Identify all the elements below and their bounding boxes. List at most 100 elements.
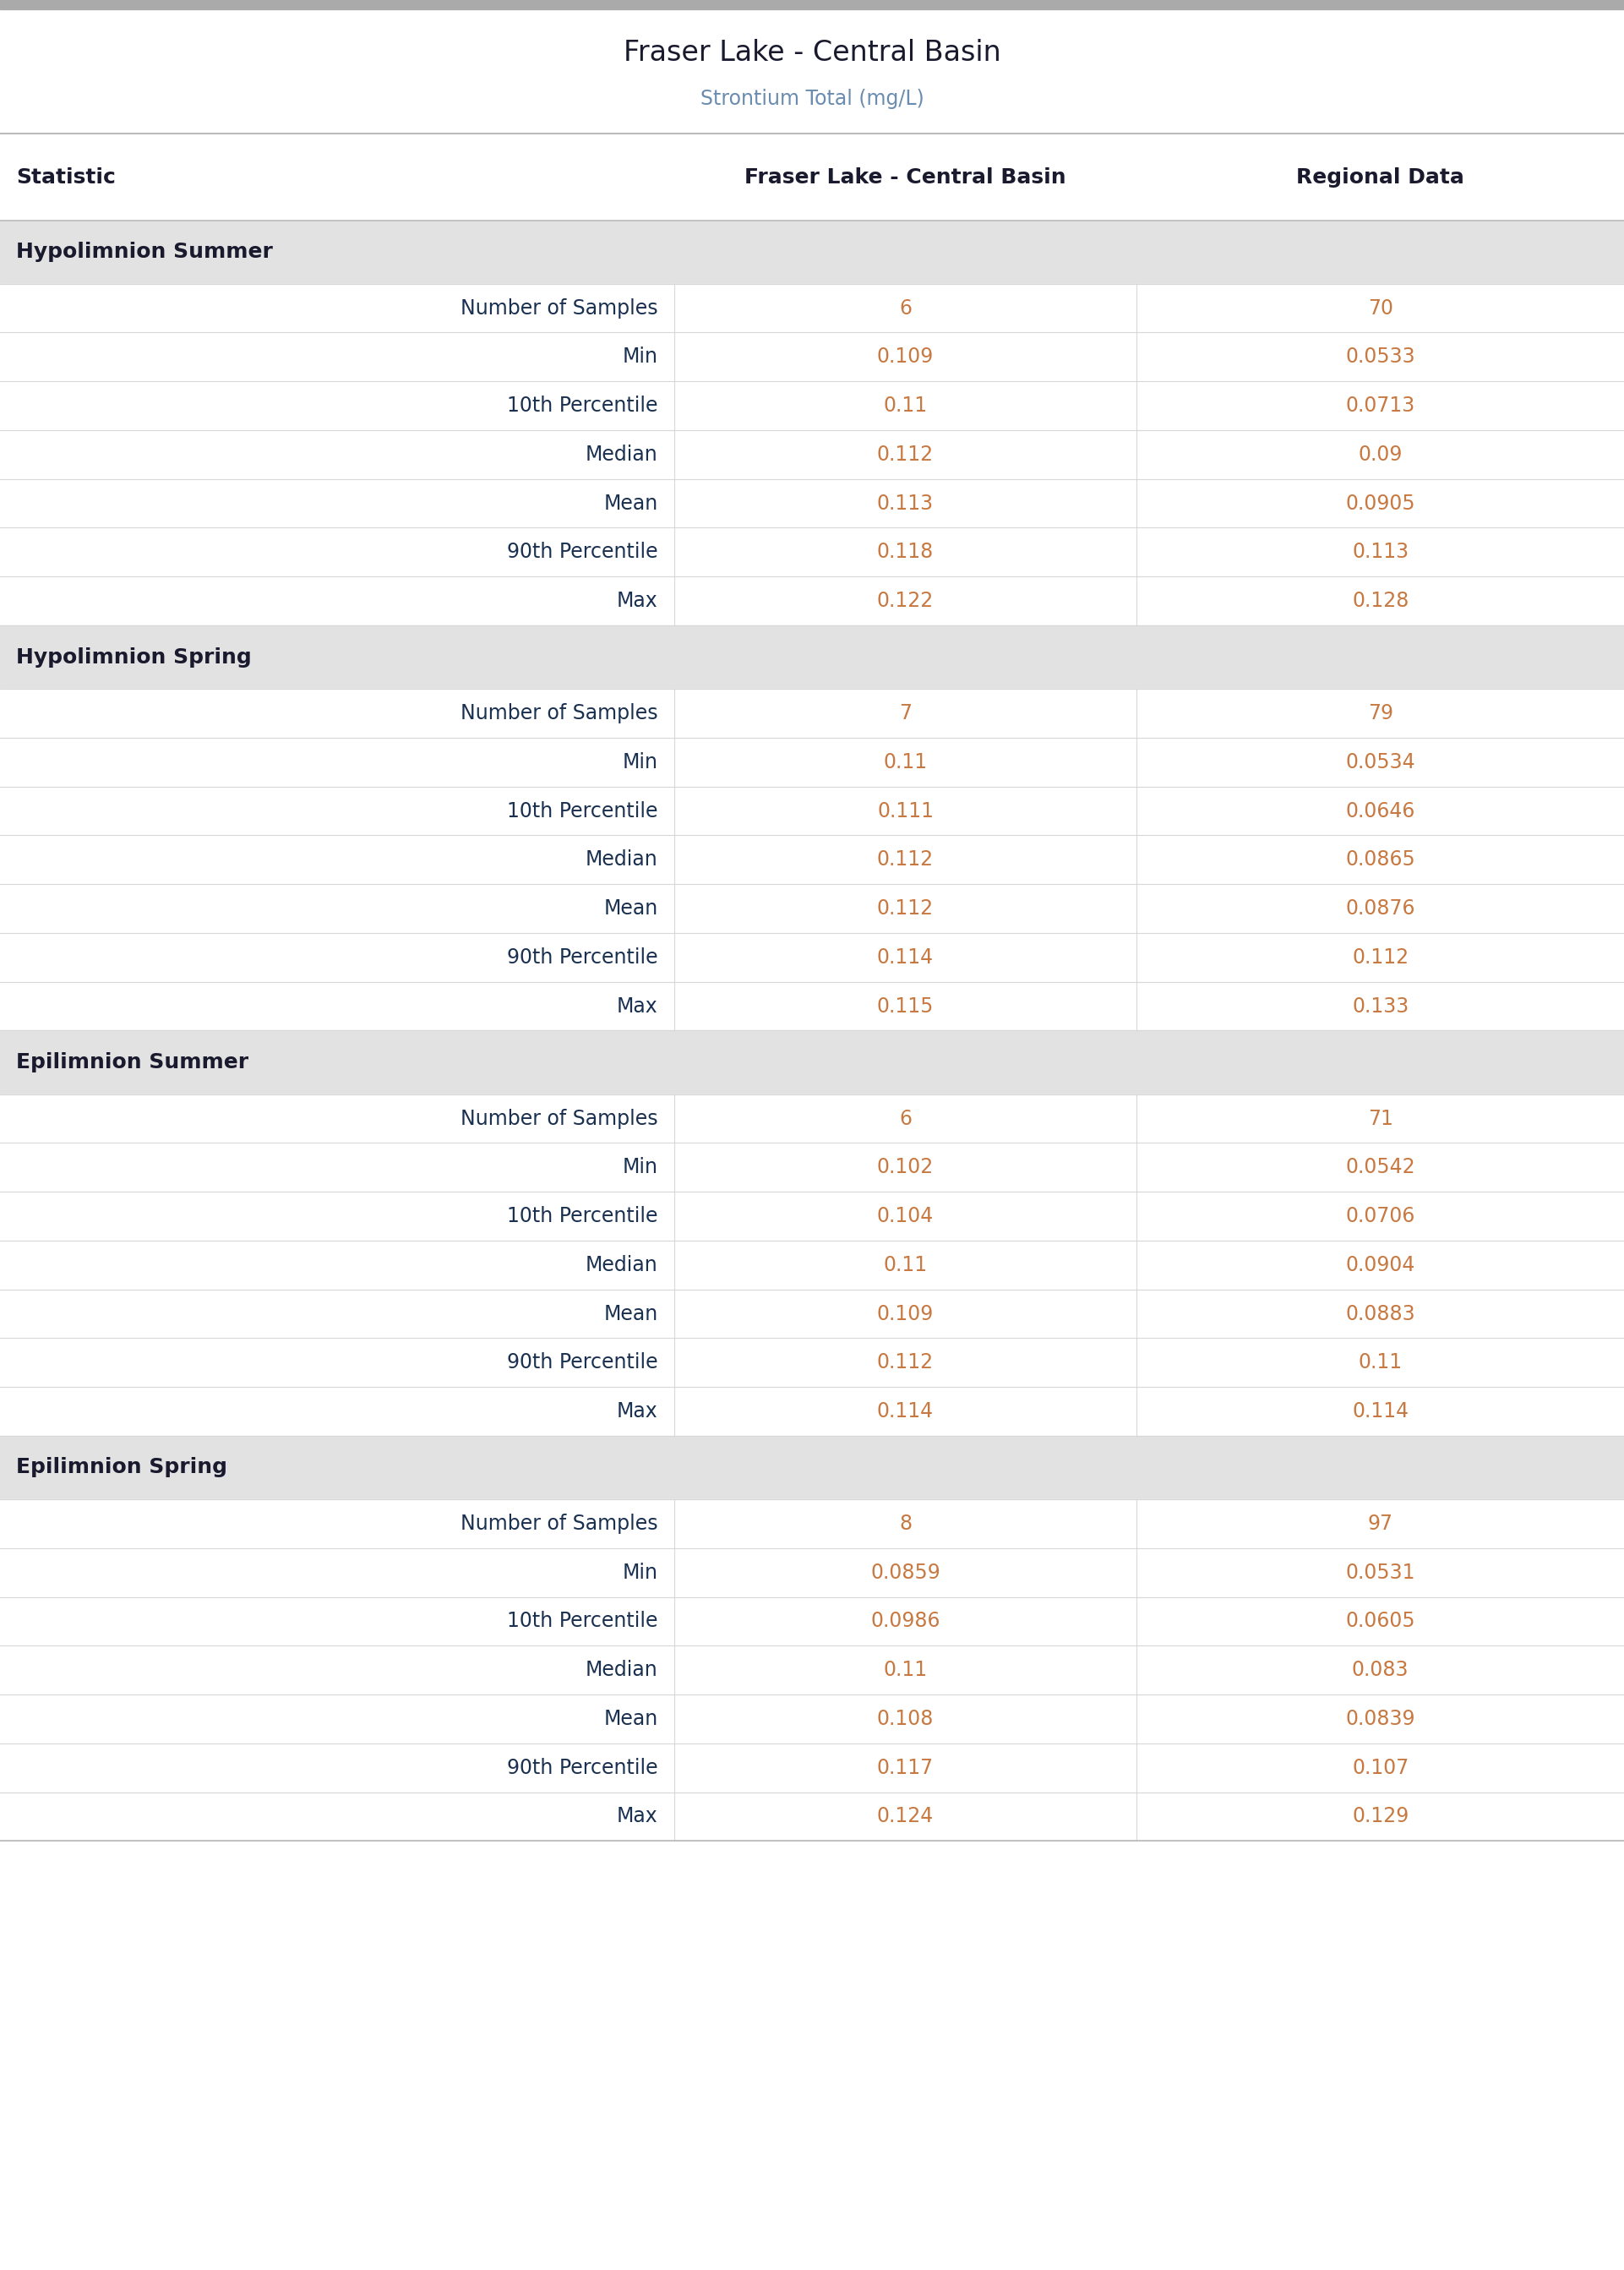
Text: 0.102: 0.102	[877, 1158, 934, 1178]
Bar	[0, 527, 1624, 577]
Bar	[0, 0, 1624, 9]
Text: 90th Percentile: 90th Percentile	[507, 1353, 658, 1373]
Text: 0.11: 0.11	[883, 395, 927, 415]
Text: 0.113: 0.113	[1353, 543, 1408, 563]
Bar	[0, 1142, 1624, 1192]
Bar	[0, 431, 1624, 479]
Bar	[0, 883, 1624, 933]
Text: Mean: Mean	[604, 1303, 658, 1323]
Text: 0.104: 0.104	[877, 1205, 934, 1226]
Text: Number of Samples: Number of Samples	[460, 704, 658, 724]
Bar	[0, 334, 1624, 381]
Text: 0.09: 0.09	[1358, 445, 1403, 465]
Bar	[0, 220, 1624, 284]
Bar	[0, 624, 1624, 688]
Text: 79: 79	[1367, 704, 1393, 724]
Text: Fraser Lake - Central Basin: Fraser Lake - Central Basin	[624, 39, 1000, 66]
Bar	[0, 738, 1624, 785]
Text: 0.107: 0.107	[1353, 1757, 1408, 1777]
Bar	[0, 479, 1624, 527]
Bar	[0, 835, 1624, 883]
Text: 0.0531: 0.0531	[1346, 1562, 1415, 1582]
Text: 0.133: 0.133	[1353, 997, 1408, 1017]
Text: Max: Max	[617, 1807, 658, 1827]
Text: 0.0865: 0.0865	[1345, 849, 1416, 869]
Bar	[0, 1192, 1624, 1239]
Text: 0.0876: 0.0876	[1346, 899, 1415, 919]
Bar	[0, 1239, 1624, 1289]
Text: 0.11: 0.11	[1358, 1353, 1403, 1373]
Text: 70: 70	[1367, 297, 1393, 318]
Text: 0.112: 0.112	[877, 849, 934, 869]
Text: 0.117: 0.117	[877, 1757, 934, 1777]
Text: 0.0713: 0.0713	[1346, 395, 1415, 415]
Bar	[0, 284, 1624, 334]
Bar	[0, 577, 1624, 624]
Text: 0.129: 0.129	[1353, 1807, 1408, 1827]
Text: Max: Max	[617, 1401, 658, 1421]
Text: Median: Median	[585, 1659, 658, 1680]
Text: 0.0904: 0.0904	[1346, 1255, 1415, 1276]
Text: 0.0706: 0.0706	[1346, 1205, 1415, 1226]
Bar	[0, 1094, 1624, 1142]
Bar	[0, 688, 1624, 738]
Text: 0.113: 0.113	[877, 493, 934, 513]
Text: 0.0905: 0.0905	[1346, 493, 1415, 513]
Text: 10th Percentile: 10th Percentile	[507, 1205, 658, 1226]
Bar	[0, 1596, 1624, 1646]
Text: Median: Median	[585, 849, 658, 869]
Text: Epilimnion Summer: Epilimnion Summer	[16, 1053, 248, 1071]
Text: Regional Data: Regional Data	[1296, 168, 1465, 186]
Bar	[0, 1548, 1624, 1596]
Text: Statistic: Statistic	[16, 168, 115, 186]
Bar	[0, 1435, 1624, 1498]
Text: Max: Max	[617, 590, 658, 611]
Text: Median: Median	[585, 1255, 658, 1276]
Text: Mean: Mean	[604, 899, 658, 919]
Text: 0.0533: 0.0533	[1346, 347, 1415, 368]
Text: Hypolimnion Summer: Hypolimnion Summer	[16, 243, 273, 261]
Text: 0.124: 0.124	[877, 1807, 934, 1827]
Bar	[0, 933, 1624, 981]
Text: 0.0883: 0.0883	[1346, 1303, 1415, 1323]
Text: 0.0534: 0.0534	[1346, 751, 1415, 772]
Text: 0.112: 0.112	[877, 445, 934, 465]
Text: 0.128: 0.128	[1351, 590, 1410, 611]
Bar	[0, 1337, 1624, 1387]
Text: Epilimnion Spring: Epilimnion Spring	[16, 1457, 227, 1478]
Text: 0.122: 0.122	[877, 590, 934, 611]
Text: Number of Samples: Number of Samples	[460, 1514, 658, 1535]
Text: 0.112: 0.112	[1353, 947, 1408, 967]
Text: 90th Percentile: 90th Percentile	[507, 543, 658, 563]
Text: 90th Percentile: 90th Percentile	[507, 947, 658, 967]
Bar	[0, 1031, 1624, 1094]
Text: 10th Percentile: 10th Percentile	[507, 801, 658, 822]
Text: 0.0839: 0.0839	[1346, 1709, 1415, 1730]
Text: Median: Median	[585, 445, 658, 465]
Text: 7: 7	[900, 704, 911, 724]
Text: Strontium Total (mg/L): Strontium Total (mg/L)	[700, 89, 924, 109]
Text: 0.114: 0.114	[877, 1401, 934, 1421]
Text: 0.114: 0.114	[877, 947, 934, 967]
Text: Min: Min	[622, 751, 658, 772]
Text: Fraser Lake - Central Basin: Fraser Lake - Central Basin	[744, 168, 1067, 186]
Bar	[0, 1646, 1624, 1693]
Text: 0.0605: 0.0605	[1346, 1612, 1415, 1632]
Text: Mean: Mean	[604, 493, 658, 513]
Text: 8: 8	[900, 1514, 911, 1535]
Text: 0.108: 0.108	[877, 1709, 934, 1730]
Bar	[0, 1387, 1624, 1435]
Text: Max: Max	[617, 997, 658, 1017]
Text: 0.112: 0.112	[877, 1353, 934, 1373]
Text: 0.109: 0.109	[877, 1303, 934, 1323]
Text: 6: 6	[900, 1108, 911, 1128]
Text: Min: Min	[622, 347, 658, 368]
Text: 0.0542: 0.0542	[1346, 1158, 1415, 1178]
Text: Mean: Mean	[604, 1709, 658, 1730]
Text: 0.112: 0.112	[877, 899, 934, 919]
Bar	[0, 1743, 1624, 1791]
Text: 71: 71	[1367, 1108, 1393, 1128]
Text: 0.111: 0.111	[877, 801, 934, 822]
Text: 10th Percentile: 10th Percentile	[507, 1612, 658, 1632]
Text: 97: 97	[1367, 1514, 1393, 1535]
